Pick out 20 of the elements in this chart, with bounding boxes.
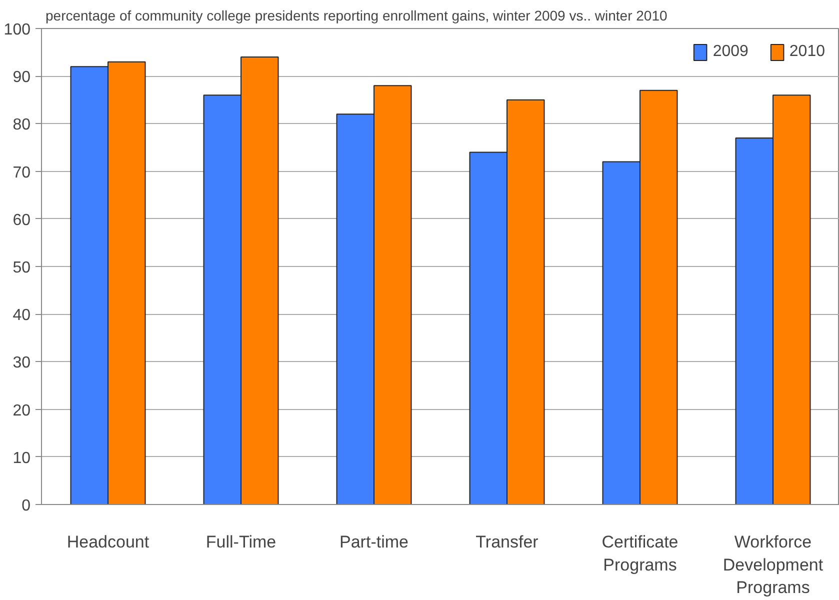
x-tick-label: Part-time bbox=[340, 532, 408, 552]
y-tick-label: 0 bbox=[22, 498, 31, 514]
x-tick-label: Certificate Programs bbox=[602, 532, 678, 574]
y-tick-label: 100 bbox=[4, 22, 31, 38]
y-tick-label: 20 bbox=[12, 402, 31, 420]
y-tick-label: 40 bbox=[12, 307, 31, 324]
x-tick-label: Full-Time bbox=[206, 532, 276, 552]
x-tick-label: Workforce Development Programs bbox=[722, 532, 824, 598]
y-tick-label: 50 bbox=[12, 260, 31, 276]
y-tick-label: 10 bbox=[12, 450, 31, 467]
y-tick-label: 60 bbox=[12, 212, 31, 229]
y-tick-label: 70 bbox=[12, 164, 31, 182]
legend-label: 2009 bbox=[712, 43, 748, 61]
x-tick-label: Transfer bbox=[476, 532, 539, 552]
legend-label: 2010 bbox=[789, 43, 825, 61]
x-tick-label: Headcount bbox=[66, 532, 150, 552]
chart-title: percentage of community college presidents reporting enrollment gains, winter 2009 vs.. winter 2010 bbox=[46, 8, 668, 24]
y-tick-label: 30 bbox=[12, 354, 31, 372]
y-tick-label: 90 bbox=[12, 69, 31, 86]
y-tick-label: 80 bbox=[12, 116, 31, 134]
